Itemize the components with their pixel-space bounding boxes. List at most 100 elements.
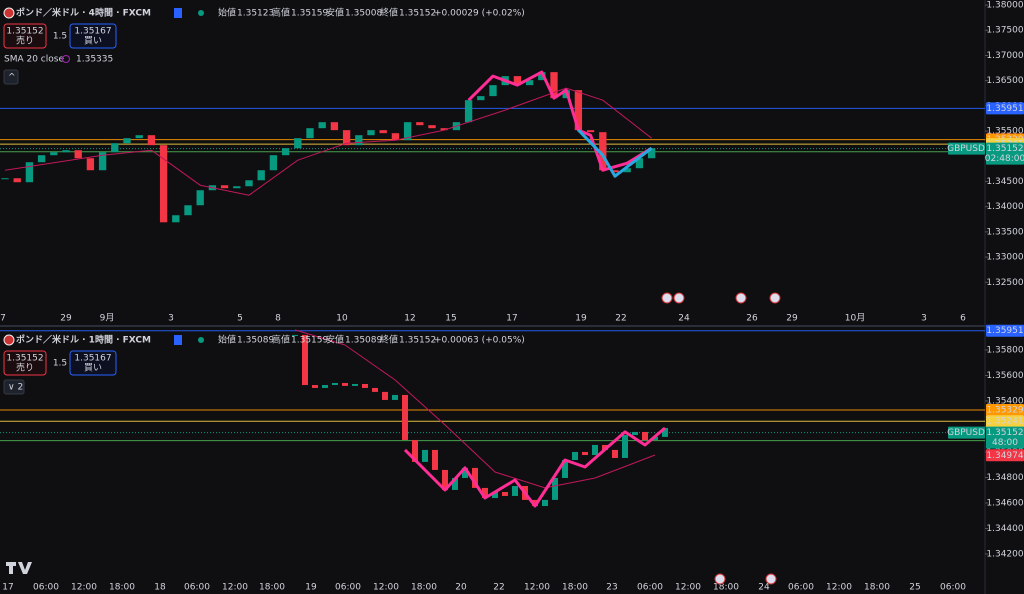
candle [318, 122, 326, 129]
price-tag-label: 1.35241 [986, 417, 1023, 427]
candle [292, 334, 298, 336]
candle [550, 72, 558, 99]
y-tick-label: 1.38000 [986, 1, 1023, 11]
time-label: 17 [2, 583, 13, 593]
ohlc-label: 安値 [326, 7, 344, 19]
sell-price: 1.35152 [6, 27, 43, 37]
candle [472, 467, 478, 488]
candle [1, 178, 9, 180]
candle [362, 384, 368, 388]
change-value: +0.00063 (+0.05%) [434, 336, 525, 346]
time-label: 10月 [845, 313, 865, 324]
ohlc-value: 1.35123 [237, 9, 274, 19]
candle [489, 85, 497, 97]
time-label: 10 [336, 314, 348, 324]
collapse-button[interactable] [3, 379, 25, 395]
candle [477, 96, 485, 101]
candle [62, 150, 70, 153]
candle [642, 431, 648, 440]
sell-button[interactable] [3, 23, 47, 49]
time-label: 12:00 [71, 583, 97, 593]
last-price-label: 1.35152 [986, 144, 1023, 154]
candle [302, 334, 308, 386]
time-label: 18:00 [109, 583, 135, 593]
time-label: 12:00 [826, 583, 852, 593]
candle [13, 178, 21, 183]
y-tick-label: 1.34600 [986, 498, 1023, 508]
collapse-button[interactable] [3, 69, 19, 85]
event-flag[interactable] [735, 292, 747, 304]
symbol-tag [948, 426, 985, 439]
candle [582, 451, 588, 456]
time-label: 12:00 [373, 583, 399, 593]
time-label: 12:00 [222, 583, 248, 593]
time-label: 18:00 [713, 583, 739, 593]
candle [532, 499, 538, 507]
buy-button[interactable] [69, 350, 117, 376]
candle [382, 391, 388, 400]
y-tick-label: 1.35800 [986, 345, 1023, 355]
y-tick-label: 1.34800 [986, 473, 1023, 483]
last-price-tag [986, 426, 1024, 449]
spread: 1.5 [53, 32, 67, 42]
countdown-label: 48:00 [992, 438, 1018, 448]
event-flag[interactable] [673, 292, 685, 304]
candle [513, 76, 522, 86]
candle [502, 492, 508, 496]
buy-price: 1.35167 [74, 354, 111, 364]
candle [111, 143, 119, 153]
candle [416, 122, 424, 126]
y-tick-label: 1.34000 [986, 202, 1023, 212]
candle [432, 449, 438, 470]
price-tag-label: 1.35951 [986, 326, 1023, 336]
time-label: 06:00 [184, 583, 210, 593]
ohlc-value: 1.35159 [291, 9, 328, 19]
event-flag[interactable] [765, 573, 777, 585]
event-flag[interactable] [661, 292, 673, 304]
sma-line [294, 329, 656, 489]
sell-button[interactable] [3, 350, 47, 376]
ohlc-label: 安値 [326, 334, 344, 346]
time-label: 26 [746, 314, 758, 324]
time-label: 19 [305, 583, 317, 593]
candle [269, 155, 278, 171]
candle [612, 449, 618, 458]
buy-label: 買い [84, 363, 102, 374]
time-label: 06:00 [335, 583, 361, 593]
candle [37, 155, 46, 163]
sell-label: 売り [16, 362, 34, 374]
price-tag [986, 324, 1024, 337]
ohlc-label: 高値 [272, 334, 290, 346]
time-label: 3 [921, 314, 927, 324]
ohlc-value: 1.35089 [237, 336, 274, 346]
time-label: 18:00 [411, 583, 437, 593]
candle [306, 128, 314, 139]
time-label: 24 [758, 583, 770, 593]
time-label: 06:00 [788, 583, 814, 593]
time-label: 29 [60, 314, 72, 324]
candle [647, 148, 656, 159]
candle [50, 152, 58, 156]
ohlc-value: 1.35008 [345, 9, 382, 19]
time-label: 29 [786, 314, 798, 324]
candle [592, 444, 598, 456]
time-label: 18:00 [562, 583, 588, 593]
event-flag[interactable] [769, 292, 781, 304]
time-label: 20 [455, 583, 467, 593]
candle [602, 444, 608, 450]
time-label: 18 [154, 583, 166, 593]
event-flag[interactable] [714, 573, 726, 585]
candle [159, 145, 168, 223]
time-label: 12 [404, 314, 415, 324]
candle [372, 387, 378, 392]
indicator-value: 1.35335 [76, 55, 113, 65]
candle [352, 384, 358, 386]
candle [452, 477, 458, 490]
y-tick-label: 1.34200 [986, 549, 1023, 559]
time-label: 06:00 [33, 583, 59, 593]
candle [632, 431, 638, 436]
buy-button[interactable] [69, 23, 117, 49]
candle [98, 152, 107, 171]
candle [574, 90, 583, 131]
symbol-title: ポンド／米ドル · 1時間 · FXCM [16, 334, 151, 346]
